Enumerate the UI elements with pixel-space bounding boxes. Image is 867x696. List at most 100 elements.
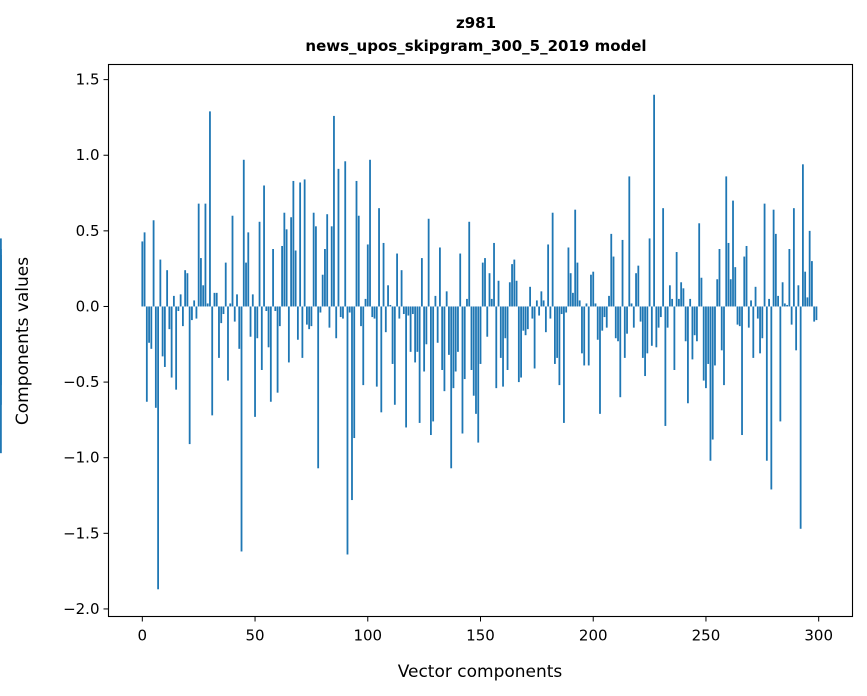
bar — [572, 292, 574, 307]
bar — [549, 306, 552, 319]
bar — [206, 303, 209, 307]
bar — [792, 208, 795, 307]
bar — [813, 306, 816, 322]
bar — [479, 306, 482, 364]
x-axis-label: Vector components — [398, 662, 563, 682]
bar — [168, 306, 171, 330]
bar — [472, 306, 475, 396]
bar — [675, 252, 678, 307]
bar — [373, 306, 376, 319]
bar — [281, 245, 283, 307]
bar — [585, 303, 588, 307]
bar — [197, 203, 200, 307]
bar — [590, 274, 592, 307]
bar — [256, 306, 259, 339]
bar — [542, 300, 545, 307]
bar — [662, 208, 665, 307]
bar — [263, 185, 265, 307]
bar — [477, 306, 480, 443]
bar — [508, 282, 511, 307]
bar — [258, 221, 261, 307]
bar — [544, 306, 547, 333]
bar — [420, 258, 423, 307]
bar — [687, 306, 689, 404]
bar — [425, 306, 428, 345]
bar — [148, 306, 150, 343]
bar — [750, 300, 752, 307]
y-tick-label: −0.5 — [63, 373, 99, 391]
bar — [734, 267, 737, 307]
bar — [714, 306, 716, 366]
bar — [493, 242, 495, 307]
bar — [215, 292, 218, 307]
bar — [141, 241, 144, 307]
bar — [172, 295, 175, 307]
bar — [705, 306, 707, 389]
y-axis-label: Components values — [13, 257, 33, 425]
bar — [423, 306, 426, 372]
bar — [157, 306, 159, 590]
bar — [242, 159, 245, 307]
bar — [747, 306, 750, 328]
bar — [269, 306, 272, 402]
bar — [393, 306, 396, 405]
bar — [691, 306, 694, 360]
bar — [504, 306, 507, 339]
bar — [468, 221, 471, 307]
bar — [348, 306, 351, 313]
bar — [783, 303, 786, 307]
bar — [233, 306, 236, 322]
bar — [786, 304, 789, 307]
bar — [150, 306, 153, 349]
bar — [470, 306, 473, 370]
bar — [434, 295, 437, 307]
bar — [738, 306, 741, 327]
bar — [362, 306, 365, 386]
bar — [736, 306, 739, 325]
bar — [202, 285, 205, 307]
bar — [621, 239, 624, 307]
bar — [145, 306, 148, 402]
bar — [623, 306, 626, 358]
bar — [402, 306, 405, 315]
bar — [781, 282, 784, 307]
bar — [448, 306, 450, 355]
bar — [808, 230, 811, 307]
bar — [754, 286, 757, 307]
bar — [650, 306, 653, 346]
bar — [405, 306, 407, 428]
bar — [285, 229, 288, 307]
bar — [499, 306, 502, 358]
bar — [732, 200, 734, 307]
bar — [375, 306, 378, 387]
bar — [452, 306, 455, 389]
y-tick-label: 1.0 — [76, 146, 100, 164]
bar — [278, 306, 281, 327]
bar — [439, 247, 441, 307]
bar — [709, 306, 712, 461]
bar — [299, 182, 302, 307]
bar — [511, 264, 513, 307]
x-tick-label: 300 — [804, 627, 833, 645]
bar — [310, 306, 313, 327]
bar — [333, 115, 335, 307]
bar — [0, 255, 2, 307]
bar — [804, 271, 807, 307]
bar — [729, 279, 732, 307]
bar — [506, 306, 509, 370]
bar — [427, 218, 430, 307]
bar — [666, 306, 669, 328]
bar — [799, 306, 802, 529]
bar — [152, 220, 155, 307]
bar — [382, 242, 385, 307]
chart-title: z981 — [456, 14, 496, 32]
bar — [763, 203, 766, 307]
bar — [533, 306, 536, 369]
bar — [319, 306, 322, 313]
bar — [344, 161, 347, 307]
bar — [251, 294, 254, 307]
bar — [630, 303, 633, 307]
bar — [161, 306, 164, 357]
bar — [231, 215, 234, 307]
